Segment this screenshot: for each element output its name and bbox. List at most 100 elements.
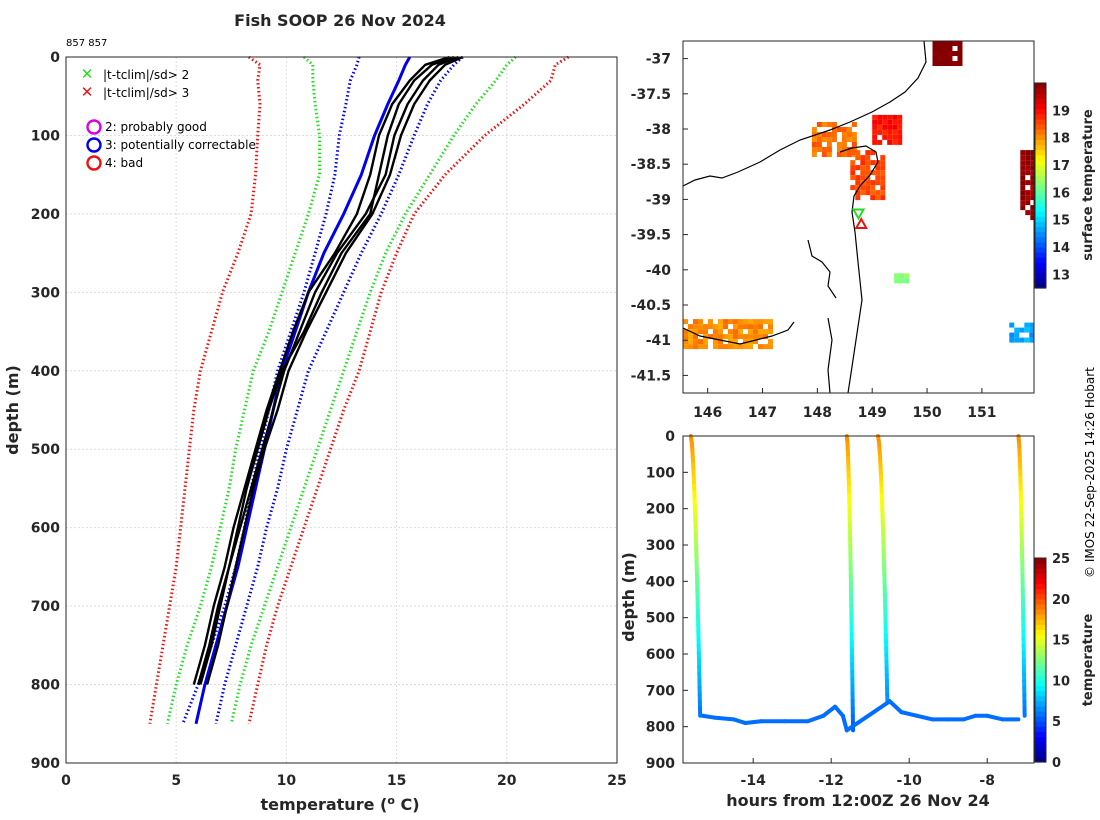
colorbar-segment	[1035, 629, 1046, 636]
colorbar-tick-label: 10	[1052, 674, 1070, 689]
sst-pixel	[875, 190, 881, 196]
track-bottom-segment	[731, 717, 748, 726]
sst-pixel	[872, 114, 878, 120]
sst-pixel	[855, 165, 861, 171]
sst-pixel	[932, 46, 938, 51]
sst-pixel	[1014, 327, 1020, 333]
sst-pixel	[703, 339, 708, 345]
sst-pixel	[904, 278, 910, 284]
sst-pixel	[821, 152, 827, 157]
sst-pixel	[683, 334, 688, 340]
track-bottom-segment	[840, 713, 849, 733]
sst-pixel	[872, 119, 878, 125]
sst-pixel	[836, 147, 842, 152]
sst-pixel	[728, 319, 733, 325]
map-ticks: 146 147 148 149 150 151 -37 -37.5 -38 -38.5 -39 -39…	[631, 52, 997, 421]
sst-pixel	[816, 132, 822, 137]
sst-pixel	[947, 51, 953, 56]
sst-pixel	[811, 147, 817, 152]
sst-pixel	[713, 339, 718, 345]
sst-pixel	[952, 51, 958, 56]
sst-pixel	[733, 329, 738, 335]
track-ytick-label: 200	[646, 502, 675, 518]
track-ytick-label: 800	[646, 720, 675, 736]
sst-pixel	[1009, 332, 1015, 338]
colorbar-segment	[1035, 690, 1046, 697]
track-bottom-segment	[743, 719, 763, 726]
sst-pixel	[846, 152, 852, 157]
colorbar-segment	[1035, 726, 1046, 732]
sst-pixel	[758, 334, 763, 340]
colorbar-frame	[1034, 82, 1047, 289]
sst-pixel	[698, 329, 703, 335]
sst-pixel	[743, 334, 748, 340]
colorbar-segment	[1035, 593, 1046, 600]
sst-pixel	[897, 129, 903, 135]
track-xtick-label: -14	[741, 773, 767, 789]
profile-chart: 0 5 10 15 20 25 0 100 200 300 400 500 600 700 800 900 t…	[3, 50, 627, 814]
sst-pixel	[768, 319, 773, 325]
sst-pixel	[894, 273, 900, 279]
sst-pixel	[718, 324, 723, 330]
sst-pixel	[865, 155, 871, 161]
map-ytick-label: -37.5	[631, 87, 671, 103]
sst-pixel	[1025, 180, 1031, 186]
profile-ytick-label: 600	[31, 521, 60, 537]
sst-pixel	[1025, 190, 1031, 196]
sst-pixel	[1030, 150, 1036, 156]
sst-pixel	[713, 334, 718, 340]
sst-pixel	[846, 132, 852, 137]
sst-pixel	[748, 324, 753, 330]
profile-xlabel: temperature (o C)	[260, 794, 419, 814]
sst-pixel	[880, 165, 886, 171]
sst-pixel	[855, 155, 861, 161]
sst-pixel	[841, 142, 847, 147]
colorbar-segment	[1035, 731, 1046, 738]
sst-pixel	[768, 324, 773, 330]
sst-pixel	[698, 319, 703, 325]
sst-pixel	[855, 175, 861, 181]
coastline-victoria	[682, 40, 927, 187]
sst-pixel	[880, 170, 886, 176]
colorbar-segment	[1035, 639, 1046, 646]
map-xtick-label: 148	[803, 405, 832, 421]
track-colorbar-label: temperature	[1081, 614, 1096, 707]
map-coastlines	[682, 40, 927, 394]
colorbar-segment	[1035, 257, 1046, 263]
sst-pixel	[855, 185, 861, 191]
sst-pixel	[758, 324, 763, 330]
sst-pixel	[753, 319, 758, 325]
colorbar-segment	[1035, 568, 1046, 574]
profile-id: 857 857	[66, 38, 107, 49]
profile-xtick-label: 10	[277, 773, 297, 789]
coastline-flinders	[839, 145, 879, 394]
sst-pixel	[942, 51, 948, 56]
colorbar-tick-label: 15	[1052, 214, 1070, 229]
colorbar-segment	[1035, 721, 1046, 727]
sst-pixel	[1020, 150, 1026, 156]
sst-pixel	[718, 329, 723, 335]
sst-pixel	[875, 165, 881, 171]
sst-pixel	[698, 324, 703, 330]
colorbar-segment	[1035, 675, 1046, 681]
sst-pixel	[1025, 160, 1031, 166]
sst-pixel	[718, 339, 723, 345]
track-xtick-label: -8	[979, 773, 995, 789]
sst-pixel	[1014, 332, 1020, 338]
sst-pixel	[743, 324, 748, 330]
map-sst-patches	[683, 41, 1036, 350]
colorbar-segment	[1035, 644, 1046, 651]
sst-pixel	[1029, 327, 1035, 333]
legend-circle-label: 2: probably good	[105, 120, 207, 134]
sst-pixel	[728, 334, 733, 340]
colorbar-segment	[1035, 154, 1046, 161]
sst-pixel	[1024, 327, 1030, 333]
sst-pixel	[870, 180, 876, 186]
sst-pixel	[826, 122, 832, 127]
sst-pixel	[708, 334, 713, 340]
sst-pixel	[870, 160, 876, 166]
map-xtick-label: 150	[912, 405, 941, 421]
colorbar-segment	[1035, 578, 1046, 585]
sst-pixel	[870, 185, 876, 191]
sst-pixel	[811, 132, 817, 137]
